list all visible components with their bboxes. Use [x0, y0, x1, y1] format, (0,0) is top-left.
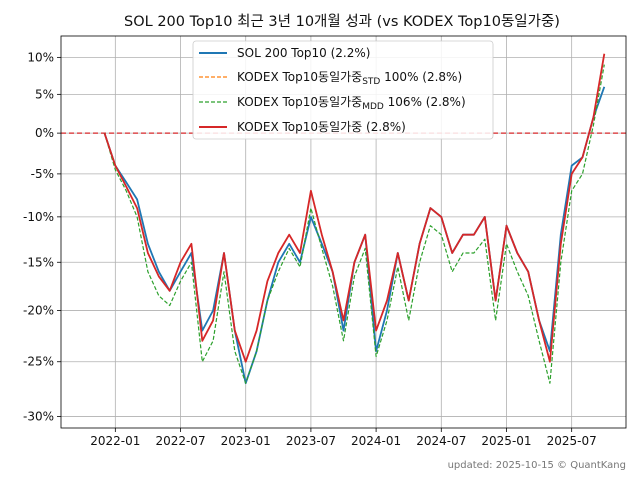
legend-label-kodex-std-suffix: 100% (2.8%): [380, 70, 462, 84]
series-line-3: [103, 64, 605, 384]
x-tick-label: 2024-07: [416, 434, 466, 448]
legend-box: [192, 40, 494, 140]
y-tick-label: 0%: [35, 126, 54, 140]
x-tick-label: 2024-01: [351, 434, 401, 448]
x-axis-ticks: 2022-01 2022-07 2023-01 2023-07 2024-01 2024-…: [90, 428, 597, 448]
legend-label-sol200: SOL 200 Top10 (2.2%): [237, 46, 370, 60]
y-tick-label: 5%: [35, 87, 54, 101]
legend: SOL 200 Top10 (2.2%) KODEX Top10동일가중STD …: [192, 40, 494, 140]
y-tick-label: -15%: [23, 255, 54, 269]
y-tick-label: -10%: [23, 210, 54, 224]
y-tick-label: -20%: [23, 303, 54, 317]
x-tick-label: 2025-07: [547, 434, 597, 448]
legend-label-kodex-mdd: KODEX Top10동일가중MDD 106% (2.8%): [237, 95, 466, 112]
legend-label-kodex-std-subscript: STD: [362, 77, 380, 87]
legend-label-kodex-std-name: KODEX Top10동일가중: [237, 70, 362, 84]
legend-label-kodex-std: KODEX Top10동일가중STD 100% (2.8%): [237, 70, 462, 87]
chart-title: SOL 200 Top10 최근 3년 10개월 성과 (vs KODEX To…: [124, 13, 560, 30]
series-layer: [103, 53, 606, 385]
x-tick-label: 2023-01: [221, 434, 271, 448]
y-tick-label: -25%: [23, 355, 54, 369]
legend-label-kodex-mdd-suffix: 106% (2.8%): [384, 95, 466, 109]
legend-label-kodex: KODEX Top10동일가중 (2.8%): [237, 120, 406, 134]
y-tick-label: 10%: [27, 50, 54, 64]
y-axis-ticks: 10% 5% 0% -5% -10% -15% -20% -25% -30%: [23, 50, 61, 424]
y-tick-label: -30%: [23, 410, 54, 424]
series-line-4: [103, 53, 606, 363]
x-tick-label: 2022-07: [155, 434, 205, 448]
footer-updated: updated: 2025-10-15 © QuantKang: [448, 460, 626, 471]
legend-label-kodex-mdd-name: KODEX Top10동일가중: [237, 95, 362, 109]
plot-frame: [60, 35, 627, 429]
x-tick-label: 2022-01: [90, 434, 140, 448]
x-tick-label: 2023-07: [286, 434, 336, 448]
x-tick-label: 2025-01: [481, 434, 531, 448]
y-tick-label: -5%: [31, 167, 54, 181]
legend-label-kodex-mdd-subscript: MDD: [362, 102, 384, 112]
